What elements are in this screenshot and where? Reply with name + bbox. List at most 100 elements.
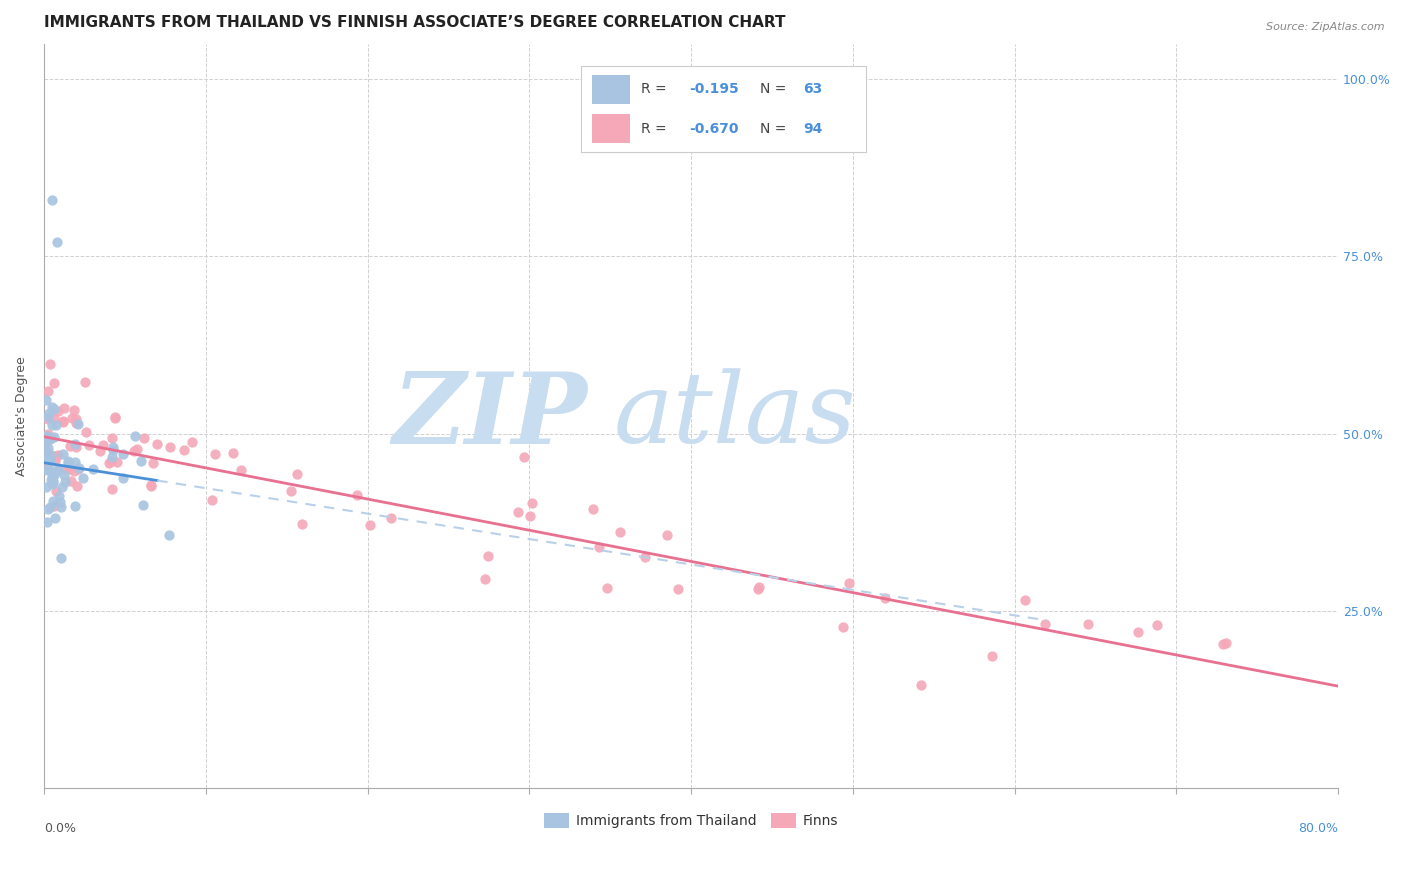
- Point: [101, 450, 124, 464]
- Point: [48, 489, 70, 503]
- Point: [67, 460, 90, 475]
- Point: [280, 484, 302, 499]
- Point: [474, 572, 496, 586]
- Point: [65, 416, 87, 430]
- Point: [45, 483, 67, 498]
- Point: [122, 444, 145, 458]
- Point: [98, 456, 121, 470]
- Point: [35, 445, 58, 459]
- Point: [45, 417, 67, 432]
- Point: [838, 576, 860, 591]
- Point: [200, 493, 222, 508]
- Point: [180, 434, 202, 449]
- Point: [506, 505, 529, 519]
- Point: [139, 478, 162, 492]
- Point: [139, 479, 162, 493]
- Point: [42, 494, 65, 508]
- Text: Source: ZipAtlas.com: Source: ZipAtlas.com: [1267, 22, 1385, 32]
- Point: [35, 463, 58, 477]
- Point: [63, 437, 86, 451]
- Point: [41, 474, 63, 488]
- Point: [51, 480, 73, 494]
- Point: [37, 426, 59, 441]
- Point: [1077, 617, 1099, 632]
- Point: [35, 429, 58, 443]
- Point: [124, 428, 146, 442]
- Point: [66, 417, 89, 431]
- Point: [104, 411, 127, 425]
- Point: [101, 431, 124, 445]
- Point: [42, 430, 65, 444]
- Text: 0.0%: 0.0%: [44, 822, 76, 835]
- Point: [35, 458, 58, 473]
- Point: [39, 452, 62, 467]
- Point: [44, 454, 66, 468]
- Point: [34, 431, 56, 445]
- Point: [60, 474, 83, 488]
- Point: [41, 465, 63, 479]
- Point: [63, 455, 86, 469]
- Point: [46, 463, 69, 477]
- Point: [588, 540, 610, 554]
- Point: [159, 440, 181, 454]
- Point: [39, 462, 62, 476]
- Point: [520, 496, 543, 510]
- Text: ZIP: ZIP: [392, 368, 588, 465]
- Point: [37, 441, 59, 455]
- Point: [231, 463, 253, 477]
- Point: [1215, 635, 1237, 649]
- Point: [34, 480, 56, 494]
- Point: [1033, 616, 1056, 631]
- Point: [42, 500, 65, 514]
- Point: [65, 412, 87, 426]
- Point: [131, 454, 153, 468]
- Point: [380, 510, 402, 524]
- Point: [38, 406, 60, 420]
- Y-axis label: Associate's Degree: Associate's Degree: [15, 356, 28, 476]
- Point: [63, 402, 86, 417]
- Point: [49, 551, 72, 566]
- Point: [58, 461, 80, 475]
- Point: [51, 500, 73, 514]
- Point: [112, 470, 135, 484]
- Point: [42, 376, 65, 390]
- Point: [582, 502, 605, 516]
- Point: [132, 498, 155, 512]
- Point: [657, 528, 679, 542]
- Legend: Immigrants from Thailand, Finns: Immigrants from Thailand, Finns: [538, 808, 844, 834]
- Point: [41, 476, 63, 491]
- Point: [41, 474, 63, 488]
- Point: [49, 495, 72, 509]
- Point: [60, 411, 83, 425]
- Point: [37, 502, 59, 516]
- Point: [222, 446, 245, 460]
- Point: [666, 582, 689, 596]
- Point: [38, 500, 60, 514]
- Point: [44, 401, 66, 416]
- Point: [63, 499, 86, 513]
- Point: [75, 425, 97, 439]
- Point: [52, 447, 75, 461]
- Point: [66, 462, 89, 476]
- Point: [72, 471, 94, 485]
- Point: [132, 431, 155, 445]
- Point: [42, 450, 65, 464]
- Point: [157, 527, 180, 541]
- Point: [56, 456, 79, 470]
- Point: [100, 454, 122, 468]
- Point: [39, 357, 62, 371]
- Text: atlas: atlas: [613, 368, 856, 464]
- Point: [82, 462, 104, 476]
- Text: 80.0%: 80.0%: [1298, 822, 1339, 835]
- Point: [53, 401, 76, 415]
- Point: [981, 648, 1004, 663]
- Point: [34, 443, 56, 458]
- Point: [42, 411, 65, 425]
- Point: [596, 582, 619, 596]
- Point: [52, 414, 75, 428]
- Point: [101, 442, 124, 457]
- Point: [748, 580, 770, 594]
- Point: [37, 430, 59, 444]
- Point: [34, 434, 56, 448]
- Point: [39, 432, 62, 446]
